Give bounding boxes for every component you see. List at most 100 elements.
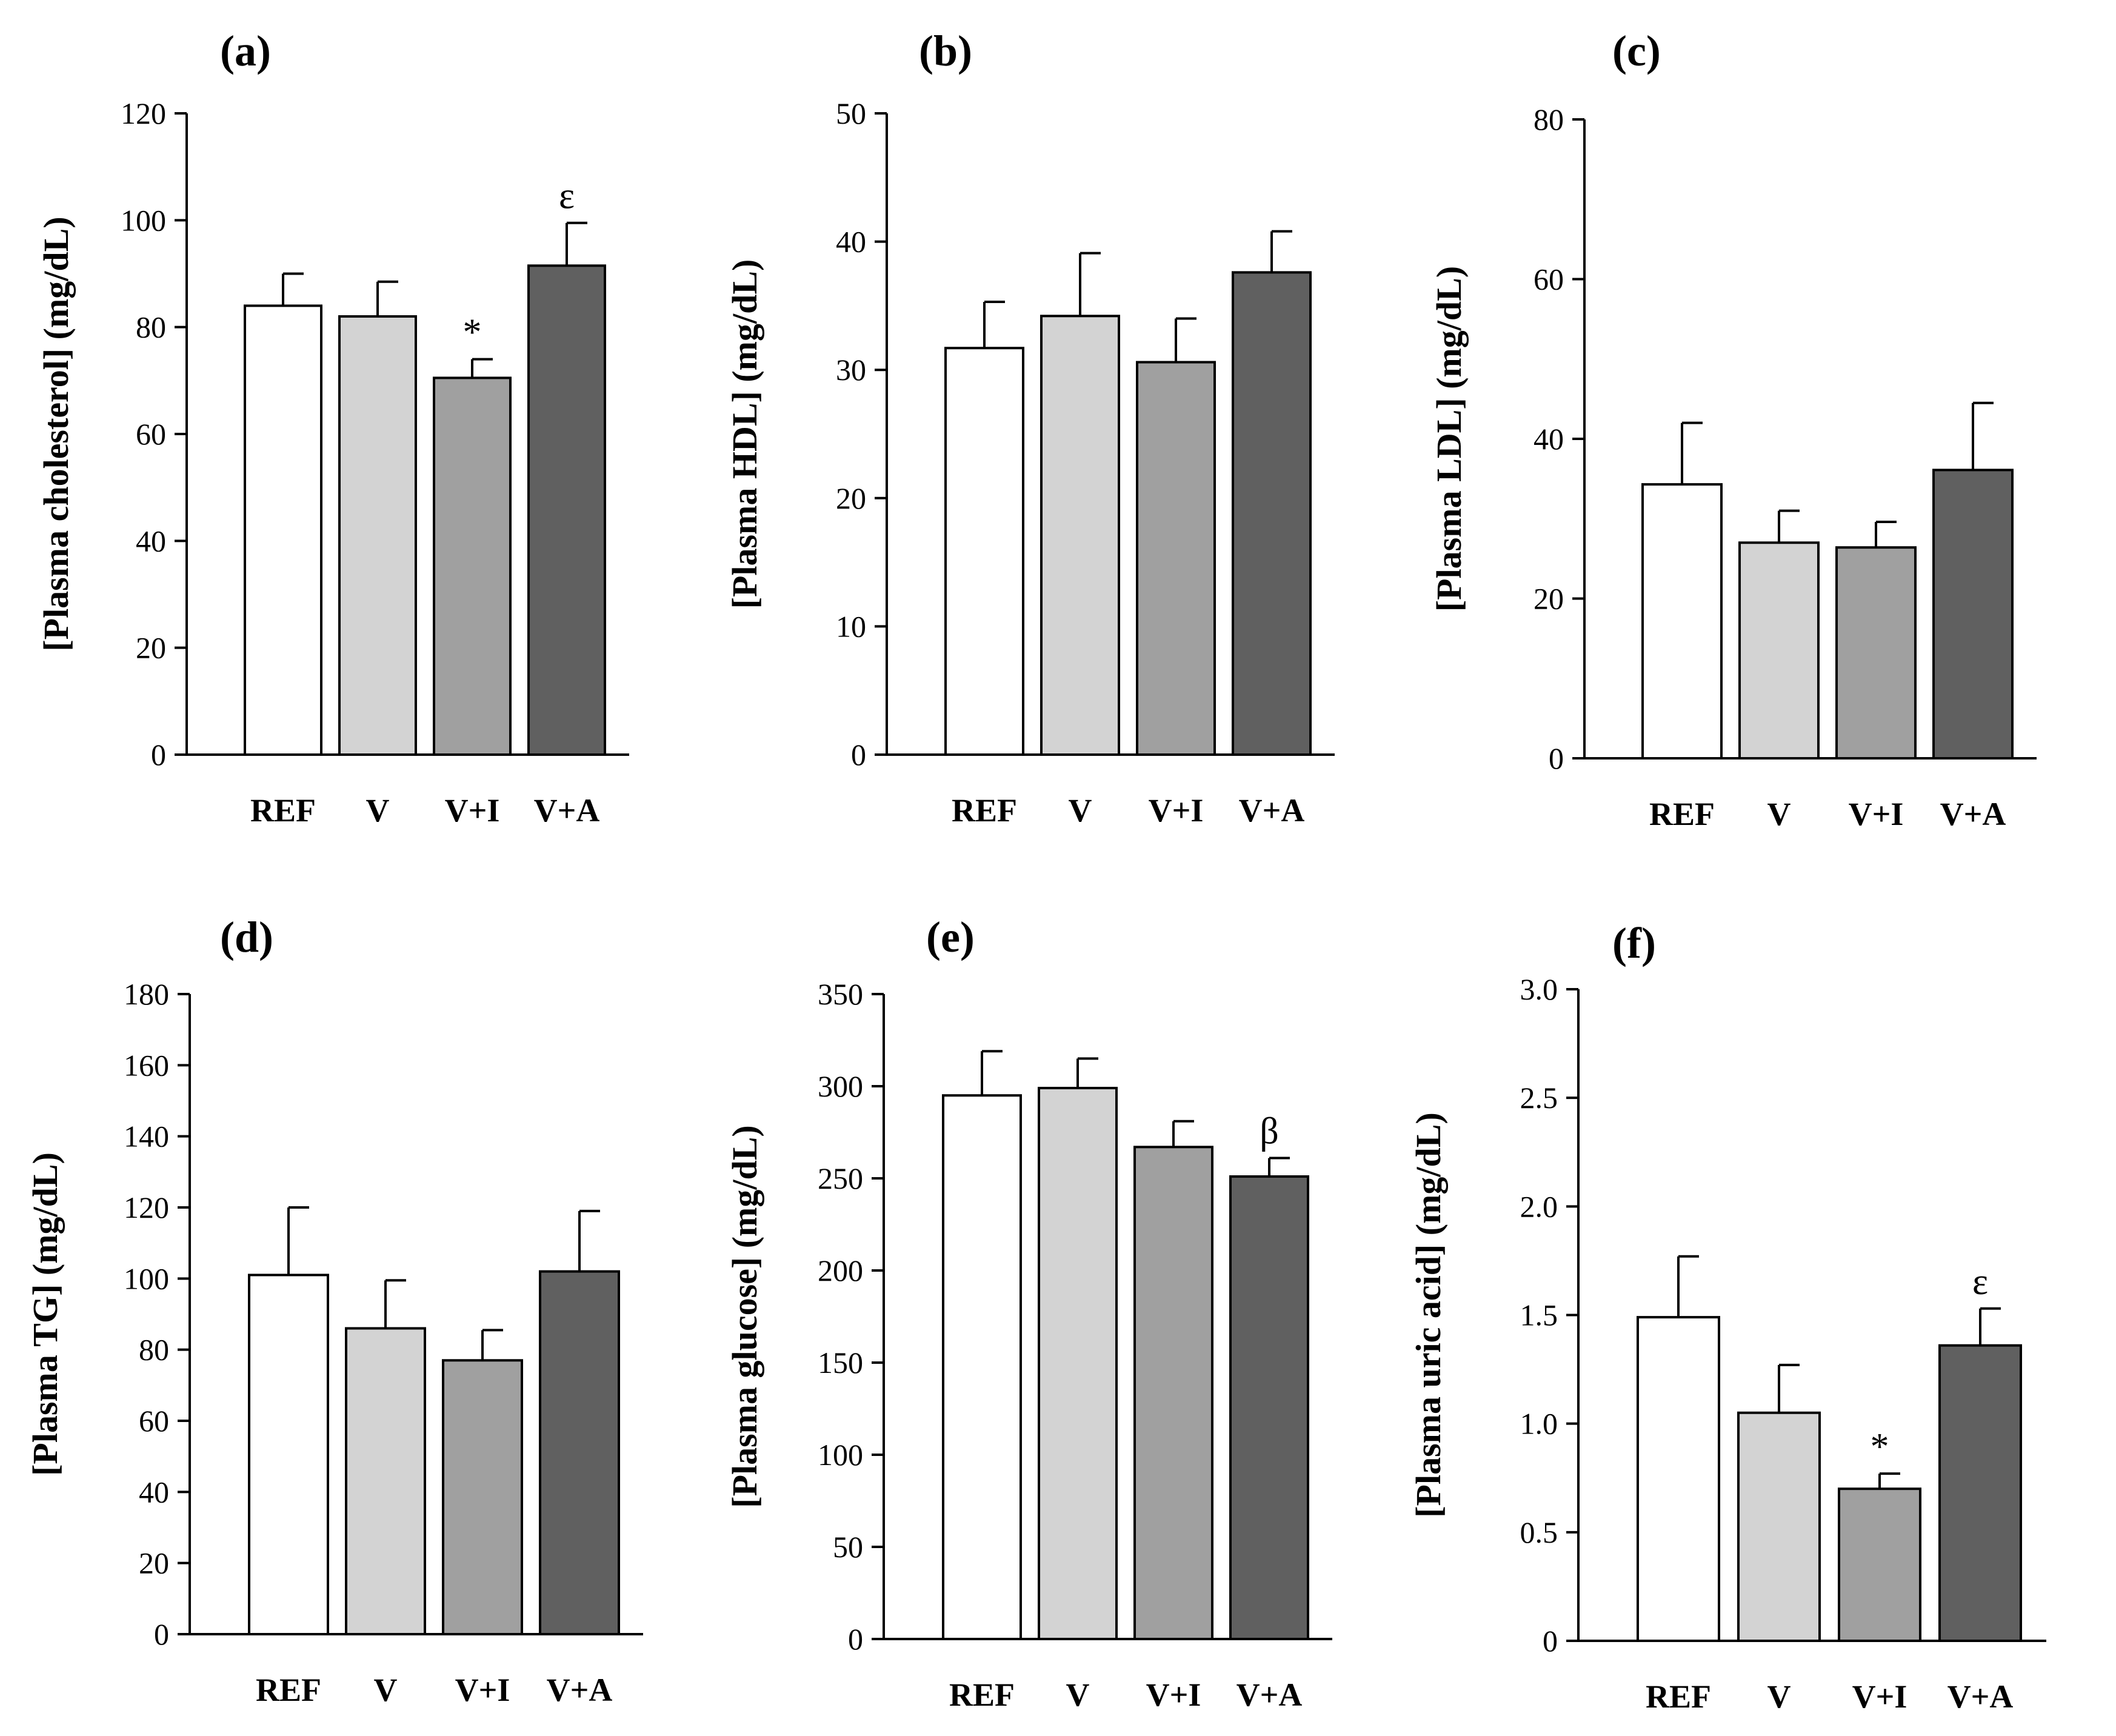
panel-label: (f) <box>1612 919 1656 967</box>
y-tick-label: 0 <box>1549 741 1564 775</box>
y-tick-label: 2.5 <box>1520 1081 1558 1115</box>
bar-ref <box>1641 483 1723 760</box>
panel-label: (c) <box>1612 27 1661 75</box>
x-category-label: V+A <box>534 792 600 829</box>
x-category-label: REF <box>949 1677 1015 1713</box>
bar-v <box>1040 315 1120 756</box>
x-category-label: V <box>1066 1677 1090 1713</box>
y-tick-label: 20 <box>139 1546 169 1580</box>
bar-ref <box>944 347 1024 756</box>
y-tick-label: 120 <box>124 1190 169 1224</box>
chart-panel-e: (e) [Plasma glucose] (mg/dL) 0 50 100 150 200 2… <box>725 913 1332 1713</box>
bar-v <box>345 1327 426 1635</box>
bar-v <box>1737 1411 1821 1642</box>
y-axis-label: [Plasma uric acid] (mg/dL) <box>1409 1112 1448 1518</box>
y-tick-label: 30 <box>836 353 866 387</box>
y-tick-label: 3.0 <box>1520 972 1558 1006</box>
y-tick-label: 1.5 <box>1520 1298 1558 1332</box>
y-tick-label: 100 <box>121 203 166 237</box>
bar-v-plus-a <box>527 264 606 756</box>
chart-panel-b: (b) [Plasma HDL] (mg/dL) 0 10 20 30 40 50 REF V V+… <box>725 27 1335 829</box>
y-tick-label: 0 <box>151 738 166 772</box>
y-axis-label: [Plasma glucose] (mg/dL) <box>725 1125 764 1508</box>
y-tick-label: 2.0 <box>1520 1189 1558 1223</box>
y-tick-label: 40 <box>1534 422 1564 456</box>
bar-v-plus-i <box>442 1359 523 1635</box>
x-category-label: V <box>1069 792 1092 829</box>
y-tick-label: 80 <box>1534 102 1564 136</box>
panel-label: (e) <box>926 913 975 961</box>
x-category-label: V <box>366 792 390 829</box>
x-category-label: V <box>1767 1678 1791 1715</box>
y-tick-label: 40 <box>136 524 166 558</box>
y-tick-label: 180 <box>124 977 169 1011</box>
bar-v <box>1038 1087 1118 1641</box>
bar-v-plus-a <box>1229 1175 1309 1640</box>
y-tick-label: 100 <box>124 1261 169 1295</box>
y-tick-label: 60 <box>1534 262 1564 296</box>
x-category-label: V+I <box>455 1672 510 1708</box>
x-category-label: V+A <box>1239 792 1305 829</box>
y-tick-label: 60 <box>139 1404 169 1438</box>
bar-v-plus-i <box>1136 361 1216 756</box>
significance-marker: ε <box>1972 1261 1988 1303</box>
y-tick-label: 20 <box>1534 582 1564 616</box>
x-category-label: V+I <box>1146 1677 1201 1713</box>
chart-panel-d: (d) [Plasma TG] (mg/dL) 0 20 40 60 80 100 120 140… <box>25 913 643 1708</box>
x-category-label: REF <box>952 792 1017 829</box>
bar-v-plus-i <box>433 376 512 756</box>
y-tick-label: 1.0 <box>1520 1407 1558 1441</box>
y-tick-label: 80 <box>139 1333 169 1367</box>
x-category-label: V+A <box>1947 1678 2014 1715</box>
y-tick-label: 350 <box>818 977 863 1011</box>
panel-label: (d) <box>220 913 273 961</box>
bar-v <box>1738 541 1820 760</box>
significance-marker: * <box>1871 1426 1889 1467</box>
y-tick-label: 0 <box>851 738 866 772</box>
x-category-label: V+I <box>445 792 500 829</box>
significance-marker: * <box>463 312 482 353</box>
bar-v-plus-a <box>539 1270 620 1636</box>
bar-v-plus-i <box>1838 1487 1921 1643</box>
y-axis-label: [Plasma HDL] (mg/dL) <box>725 259 764 609</box>
y-tick-label: 20 <box>136 631 166 665</box>
bar-ref <box>244 304 322 756</box>
y-tick-label: 10 <box>836 609 866 643</box>
y-tick-label: 100 <box>818 1438 863 1472</box>
x-category-label: V+I <box>1852 1678 1907 1715</box>
bar-v-plus-a <box>1938 1344 2022 1643</box>
y-tick-label: 80 <box>136 310 166 344</box>
x-category-label: V+A <box>1237 1677 1303 1713</box>
x-category-label: REF <box>1649 796 1715 832</box>
bar-v-plus-i <box>1835 546 1917 760</box>
bar-v-plus-a <box>1232 271 1312 756</box>
x-category-label: REF <box>256 1672 321 1708</box>
chart-panel-a: (a) [Plasma cholesterol] (mg/dL) 0 20 40 60 80… <box>36 27 629 829</box>
x-category-label: V+A <box>547 1672 613 1708</box>
x-category-label: V <box>374 1672 398 1708</box>
y-axis-label: [Plasma cholesterol] (mg/dL) <box>36 216 76 651</box>
chart-panel-f: (f) [Plasma uric acid] (mg/dL) 0 0.5 1.0 1.5 2… <box>1409 919 2046 1715</box>
y-tick-label: 50 <box>833 1530 863 1564</box>
bar-v-plus-i <box>1133 1146 1213 1640</box>
y-tick-label: 20 <box>836 481 866 515</box>
bar-v-plus-a <box>1932 469 2014 760</box>
bar-ref <box>1637 1316 1720 1642</box>
chart-panel-c: (c) [Plasma LDL] (mg/dL) 0 20 40 60 80 REF V V+I V… <box>1429 27 2037 832</box>
bar-ref <box>248 1274 329 1635</box>
y-tick-label: 40 <box>139 1475 169 1509</box>
panel-label: (a) <box>220 27 271 75</box>
y-tick-label: 140 <box>124 1120 169 1153</box>
y-tick-label: 50 <box>836 96 866 130</box>
x-category-label: REF <box>250 792 316 829</box>
y-tick-label: 0 <box>154 1617 169 1651</box>
y-axis-label: [Plasma TG] (mg/dL) <box>25 1152 65 1476</box>
y-tick-label: 250 <box>818 1161 863 1195</box>
significance-marker: β <box>1260 1111 1279 1152</box>
y-tick-label: 0 <box>848 1622 863 1656</box>
bar-ref <box>942 1094 1022 1640</box>
y-tick-label: 300 <box>818 1069 863 1103</box>
x-category-label: REF <box>1646 1678 1711 1715</box>
y-axis-label: [Plasma LDL] (mg/dL) <box>1429 266 1469 612</box>
